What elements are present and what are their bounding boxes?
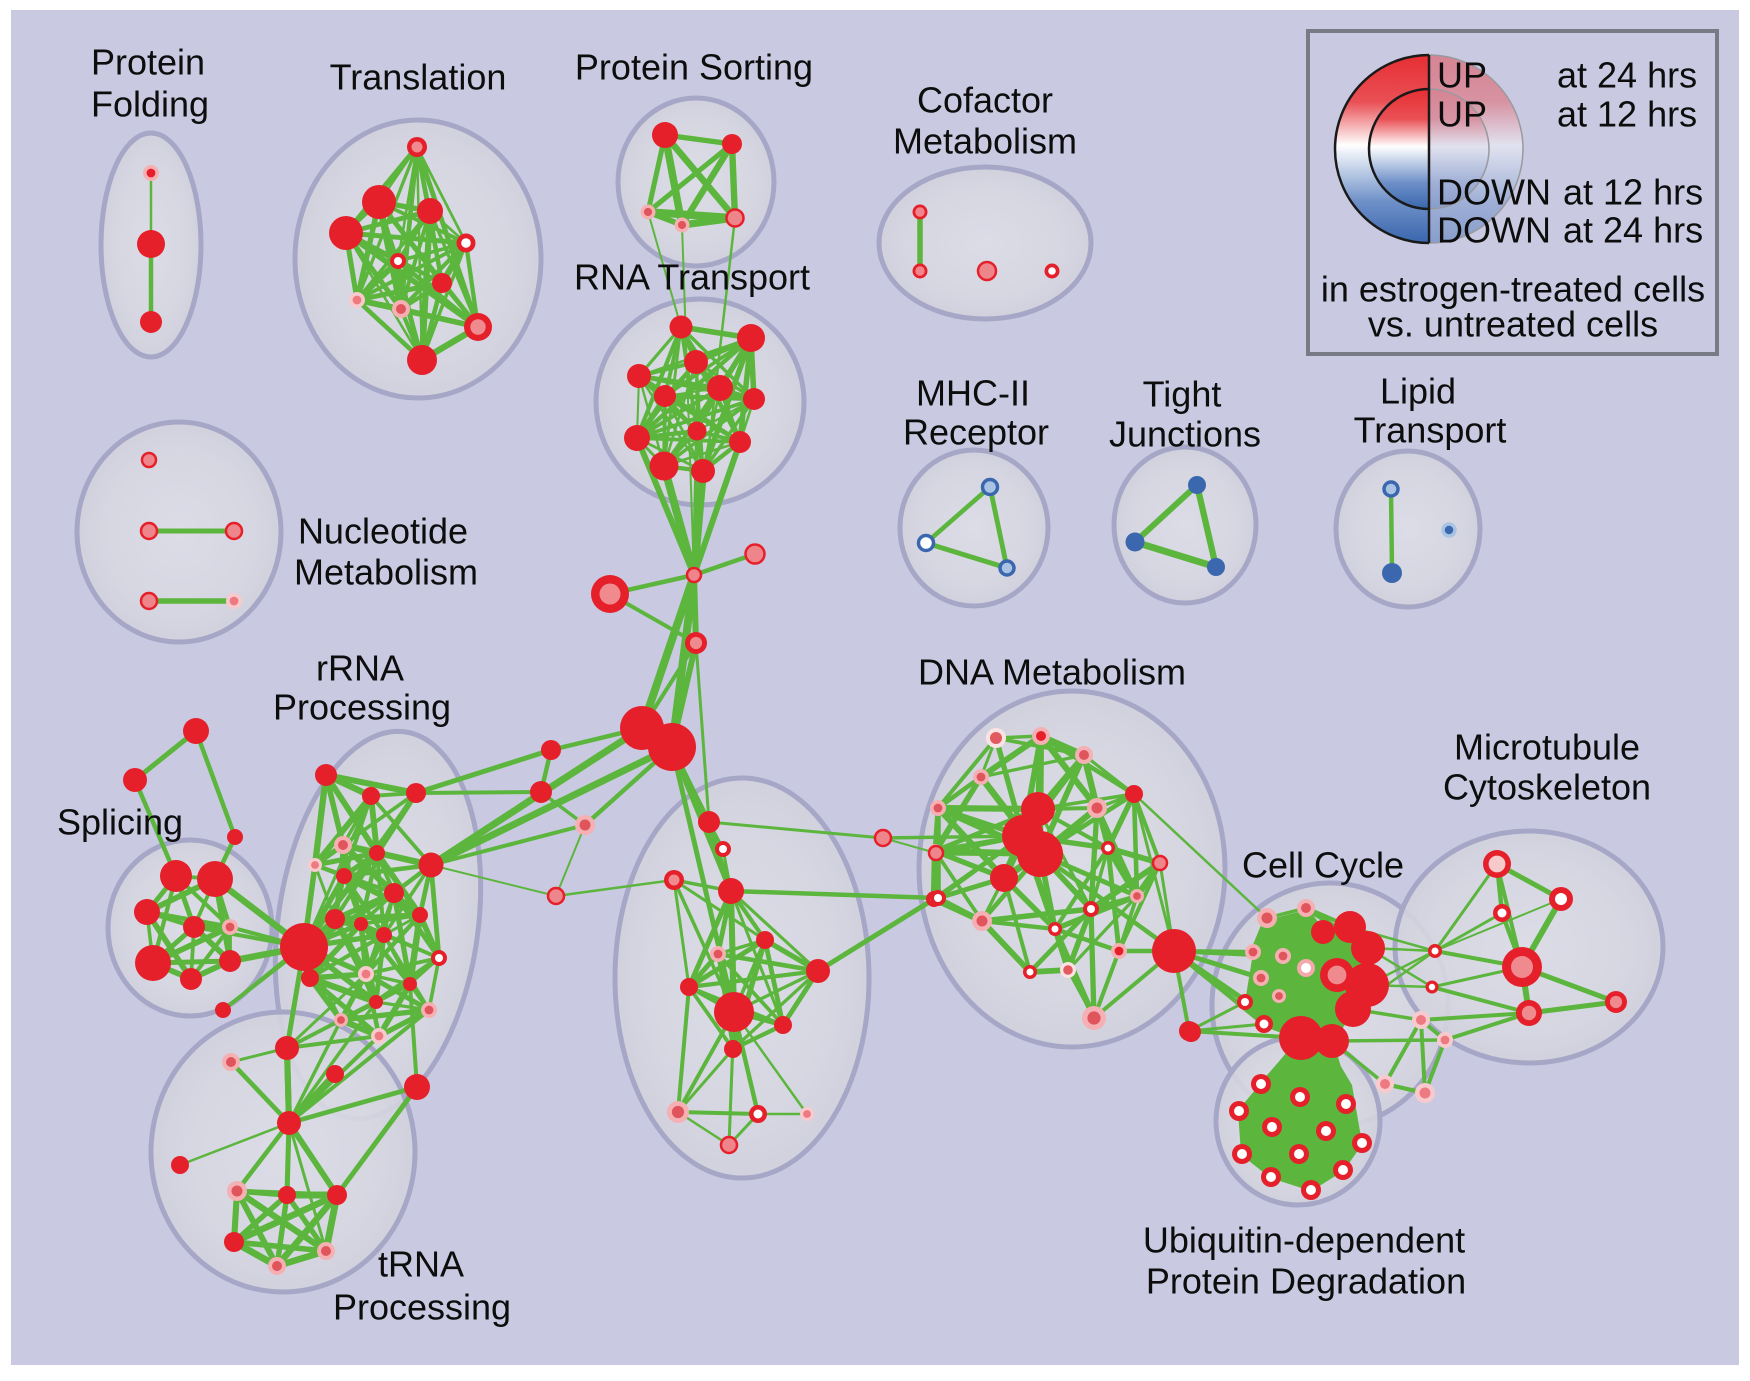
svg-text:at 12 hrs: at 12 hrs	[1563, 172, 1703, 213]
svg-text:vs. untreated cells: vs. untreated cells	[1368, 304, 1658, 345]
svg-text:Folding: Folding	[91, 84, 209, 125]
svg-text:at 24 hrs: at 24 hrs	[1563, 210, 1703, 251]
svg-text:Metabolism: Metabolism	[893, 121, 1077, 162]
svg-text:Ubiquitin-dependent: Ubiquitin-dependent	[1143, 1220, 1465, 1261]
svg-text:Translation: Translation	[330, 57, 507, 98]
svg-text:Processing: Processing	[333, 1287, 511, 1328]
svg-text:Receptor: Receptor	[903, 412, 1049, 453]
svg-text:Cytoskeleton: Cytoskeleton	[1443, 767, 1651, 808]
svg-text:Cofactor: Cofactor	[917, 80, 1053, 121]
svg-text:MHC-II: MHC-II	[916, 373, 1030, 414]
svg-text:Nucleotide: Nucleotide	[298, 511, 468, 552]
svg-text:DOWN: DOWN	[1437, 210, 1551, 251]
svg-text:DOWN: DOWN	[1437, 172, 1551, 213]
svg-text:DNA Metabolism: DNA Metabolism	[918, 652, 1186, 693]
svg-text:UP: UP	[1437, 55, 1487, 96]
svg-text:Splicing: Splicing	[57, 802, 183, 843]
svg-text:UP: UP	[1437, 94, 1487, 135]
svg-text:Protein Sorting: Protein Sorting	[575, 47, 813, 88]
svg-text:rRNA: rRNA	[316, 648, 404, 689]
svg-text:Junctions: Junctions	[1109, 414, 1261, 455]
svg-text:at 12 hrs: at 12 hrs	[1557, 94, 1697, 135]
svg-text:Transport: Transport	[1354, 410, 1507, 451]
svg-text:in estrogen-treated cells: in estrogen-treated cells	[1321, 269, 1705, 310]
svg-text:at 24 hrs: at 24 hrs	[1557, 55, 1697, 96]
svg-text:Cell Cycle: Cell Cycle	[1242, 845, 1404, 886]
svg-text:Metabolism: Metabolism	[294, 552, 478, 593]
svg-text:Processing: Processing	[273, 687, 451, 728]
svg-text:Microtubule: Microtubule	[1454, 727, 1640, 768]
svg-text:Tight: Tight	[1143, 374, 1222, 415]
svg-text:Lipid: Lipid	[1380, 371, 1456, 412]
svg-text:tRNA: tRNA	[378, 1244, 464, 1285]
svg-text:Protein: Protein	[91, 42, 205, 83]
svg-text:RNA Transport: RNA Transport	[574, 257, 810, 298]
svg-text:Protein Degradation: Protein Degradation	[1146, 1261, 1466, 1302]
